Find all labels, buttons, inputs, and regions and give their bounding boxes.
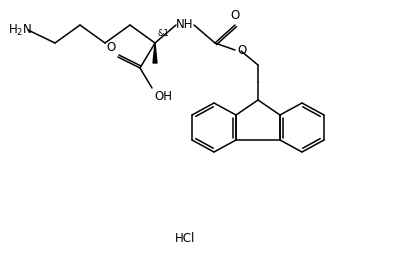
Text: &1: &1 bbox=[158, 29, 170, 38]
Text: H$_2$N: H$_2$N bbox=[8, 23, 32, 38]
Polygon shape bbox=[153, 43, 157, 63]
Text: HCl: HCl bbox=[175, 232, 195, 245]
Text: O: O bbox=[230, 9, 240, 22]
Text: OH: OH bbox=[154, 90, 172, 103]
Text: NH: NH bbox=[176, 19, 194, 32]
Text: O: O bbox=[107, 41, 116, 54]
Text: O: O bbox=[237, 45, 246, 58]
